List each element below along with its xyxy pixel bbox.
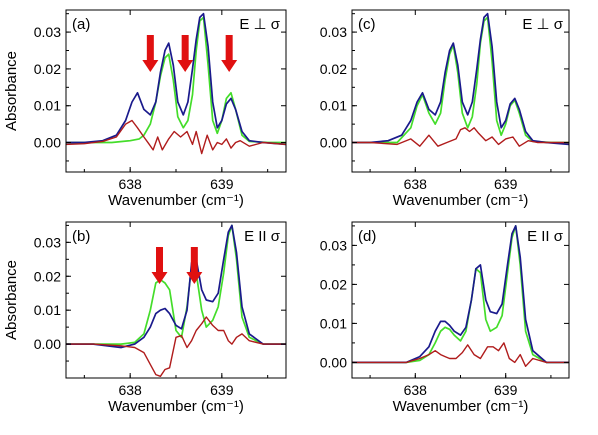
arrow-shaft — [181, 35, 189, 62]
x-tick-label: 639 — [210, 382, 234, 398]
series-line-difference — [66, 119, 286, 155]
x-axis-label: Wavenumber (cm⁻¹) — [393, 192, 529, 209]
y-tick-label: 0.03 — [320, 237, 347, 253]
panel-label: (a) — [72, 16, 90, 33]
y-tick-label: 0.01 — [320, 98, 347, 114]
arrow-marker — [186, 272, 203, 284]
y-tick-label: 0.02 — [320, 276, 347, 292]
x-tick-label: 638 — [118, 176, 142, 192]
panel-label: (d) — [358, 228, 376, 245]
x-tick-label: 639 — [494, 382, 518, 398]
series-line-measured — [66, 12, 286, 146]
series-line-model — [66, 16, 286, 144]
panel-label: (b) — [72, 228, 90, 245]
y-tick-label: 0.03 — [320, 24, 347, 40]
y-tick-label: 0.01 — [34, 302, 61, 318]
polarization-label: E II σ — [527, 228, 564, 245]
series-line-difference — [66, 316, 286, 377]
arrow-shaft — [190, 247, 198, 274]
arrow-shaft — [225, 35, 233, 62]
plot-frame — [65, 221, 287, 379]
y-tick-label: 0.00 — [34, 135, 61, 151]
arrow-shaft — [156, 247, 163, 274]
y-tick-label: 0.00 — [320, 354, 347, 370]
polarization-label: E II σ — [244, 228, 281, 245]
y-axis-label: Absorbance — [3, 51, 20, 131]
arrow-marker — [142, 60, 159, 72]
x-tick-label: 638 — [404, 176, 428, 192]
x-axis-label: Wavenumber (cm⁻¹) — [108, 398, 244, 415]
series-line-model — [352, 225, 569, 364]
x-axis-label: Wavenumber (cm⁻¹) — [108, 192, 244, 209]
arrow-shaft — [146, 35, 154, 62]
series-line-difference — [352, 342, 569, 367]
y-tick-label: 0.02 — [34, 61, 61, 77]
y-tick-label: 0.01 — [320, 315, 347, 331]
series-line-measured — [352, 225, 569, 364]
y-axis-label: Absorbance — [3, 260, 20, 340]
arrow-marker — [177, 60, 194, 72]
y-tick-label: 0.00 — [34, 336, 61, 352]
panel-label: (c) — [358, 16, 376, 33]
series-line-model — [352, 16, 569, 144]
x-tick-label: 639 — [210, 176, 234, 192]
y-tick-label: 0.02 — [320, 61, 347, 77]
polarization-label: E ⊥ σ — [239, 16, 280, 33]
x-tick-label: 638 — [118, 382, 142, 398]
series-line-difference — [352, 127, 569, 147]
y-tick-label: 0.03 — [34, 234, 61, 250]
y-tick-label: 0.02 — [34, 268, 61, 284]
y-tick-label: 0.00 — [320, 135, 347, 151]
series-line-measured — [352, 12, 569, 146]
x-tick-label: 638 — [404, 382, 428, 398]
y-tick-label: 0.03 — [34, 24, 61, 40]
y-tick-label: 0.01 — [34, 98, 61, 114]
polarization-label: E ⊥ σ — [522, 16, 563, 33]
x-tick-label: 639 — [494, 176, 518, 192]
arrow-marker — [151, 272, 168, 284]
x-axis-label: Wavenumber (cm⁻¹) — [393, 398, 529, 415]
arrow-marker — [221, 60, 238, 72]
